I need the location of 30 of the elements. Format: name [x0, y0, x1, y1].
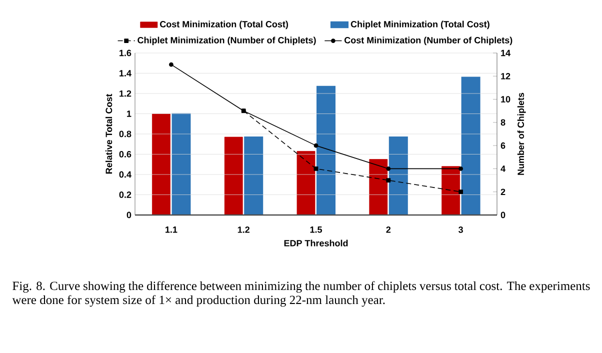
legend-label: Cost Minimization (Total Cost) [160, 20, 288, 30]
y2-tick-label: 6 [500, 142, 506, 149]
x-tick-label: 3 [458, 226, 463, 233]
y-tick-label: 0.2 [119, 192, 132, 198]
y-tick-label: 1.6 [120, 50, 132, 56]
y-tick-label: 0.4 [119, 171, 132, 178]
legend-label: Cost Minimization (Number of Chiplets) [344, 36, 512, 46]
x-tick-label: 1.5 [310, 226, 322, 233]
x-axis-title: EDP Threshold [284, 240, 348, 246]
x-tick-label: 1.1 [166, 226, 178, 233]
x-tick-label: 2 [386, 226, 391, 233]
y2-tick-label: 8 [500, 119, 506, 126]
y-tick-label: 1 [127, 110, 132, 117]
legend-label: Chiplet Minimization (Total Cost) [350, 20, 490, 30]
y2-tick-label: 12 [501, 72, 510, 80]
y2-tick-label: 14 [501, 50, 510, 56]
y-axis-title: Relative Total Cost [105, 94, 112, 174]
x-tick-label: 1.2 [238, 226, 250, 233]
y-tick-label: 0.6 [119, 151, 132, 158]
y-tick-label: 1.4 [120, 70, 132, 76]
y2-tick-label: 2 [500, 188, 506, 195]
y2-axis-title: Number of Chiplets [517, 92, 526, 175]
y2-tick-label: 4 [500, 166, 506, 172]
caption: Fig. 8. Curve showing the difference between minimizing the number of chiplets versus total cost. The experiments were done for system size of 1× and production during 22-nm launch year. [12, 281, 590, 307]
legend-label: Chiplet Minimization (Number of Chiplets) [138, 36, 316, 46]
y-tick-label: 0 [126, 212, 132, 218]
y2-tick-label: 0 [500, 212, 506, 218]
y-tick-label: 0.8 [119, 130, 132, 138]
y2-tick-label: 10 [501, 96, 510, 102]
y-tick-label: 1.2 [120, 90, 132, 97]
